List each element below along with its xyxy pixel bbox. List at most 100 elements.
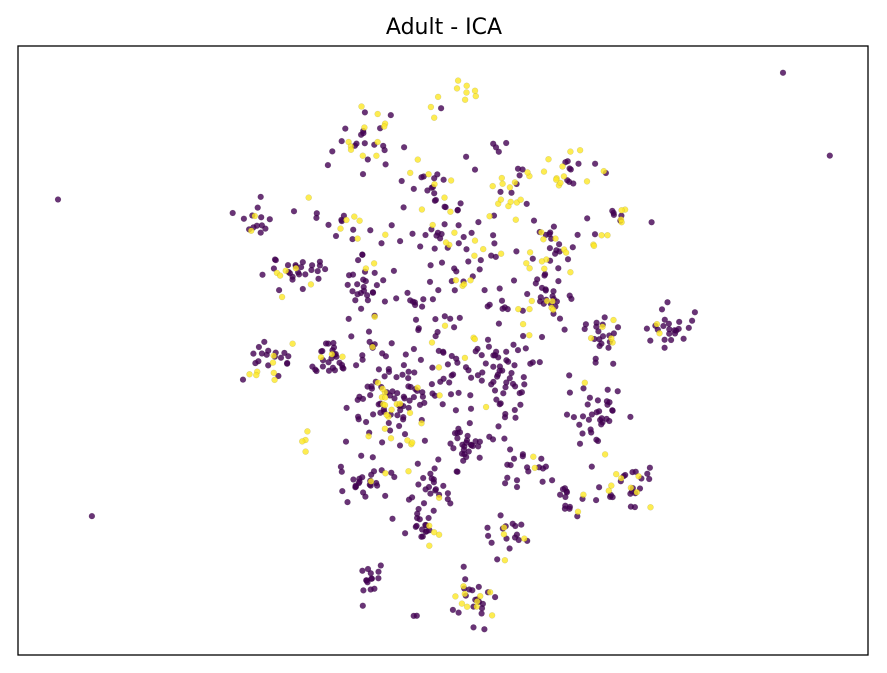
data-point-class-1 <box>373 152 380 160</box>
data-point-class-0 <box>583 215 591 222</box>
data-point-class-0 <box>420 295 427 303</box>
data-point-class-0 <box>595 483 603 491</box>
data-point-class-0 <box>497 188 504 196</box>
data-point-class-0 <box>369 411 377 418</box>
data-point-class-0 <box>491 352 499 359</box>
data-point-class-0 <box>476 438 484 445</box>
data-point-class-0 <box>284 261 292 269</box>
data-point-class-0 <box>500 390 507 397</box>
data-point-class-1 <box>367 478 375 485</box>
data-point-class-0 <box>257 214 265 221</box>
data-point-class-0 <box>431 465 438 472</box>
data-point-class-0 <box>360 587 367 594</box>
data-point-class-1 <box>473 598 481 605</box>
data-point-class-0 <box>465 258 472 265</box>
data-point-class-0 <box>564 177 571 184</box>
data-point-class-0 <box>492 253 500 261</box>
data-point-class-0 <box>604 386 611 393</box>
data-point-class-0 <box>441 221 448 228</box>
data-point-class-0 <box>434 171 441 178</box>
data-point-class-0 <box>447 391 455 398</box>
data-point-class-0 <box>364 565 372 573</box>
data-point-class-1 <box>406 169 414 177</box>
data-point-class-0 <box>609 360 617 368</box>
data-point-class-1 <box>519 320 527 328</box>
data-point-class-0 <box>413 522 420 530</box>
data-point-class-0 <box>368 383 375 390</box>
data-point-class-1 <box>427 103 435 111</box>
data-point-class-0 <box>507 461 514 469</box>
data-point-class-0 <box>510 455 518 463</box>
data-point-class-1 <box>435 364 443 371</box>
data-point-class-1 <box>405 467 412 475</box>
data-point-class-0 <box>502 139 510 147</box>
data-point-class-0 <box>361 139 369 147</box>
data-point-class-0 <box>485 343 493 350</box>
data-point-class-0 <box>415 481 422 488</box>
data-point-class-0 <box>469 587 476 594</box>
data-point-class-0 <box>362 418 370 426</box>
data-point-class-0 <box>470 624 477 631</box>
data-point-class-0 <box>343 404 350 412</box>
data-point-class-0 <box>338 361 346 369</box>
data-point-class-1 <box>605 487 613 494</box>
data-point-class-0 <box>570 413 578 421</box>
data-point-class-0 <box>392 295 400 302</box>
data-point-class-0 <box>576 421 583 429</box>
data-point-class-0 <box>491 240 498 247</box>
data-point-class-0 <box>514 346 522 354</box>
data-point-class-1 <box>441 194 448 201</box>
data-point-class-0 <box>429 390 436 397</box>
data-point-class-0 <box>402 351 410 358</box>
data-point-class-0 <box>561 326 568 333</box>
data-point-class-1 <box>590 242 598 250</box>
data-point-class-1 <box>604 231 611 239</box>
data-point-class-0 <box>412 316 420 324</box>
data-point-class-1 <box>463 603 471 611</box>
data-point-class-0 <box>381 373 388 380</box>
data-point-class-0 <box>416 516 424 523</box>
data-point-class-1 <box>362 265 370 272</box>
data-point-class-1 <box>359 152 367 159</box>
data-point-class-0 <box>252 359 259 367</box>
data-point-class-1 <box>506 184 514 191</box>
data-point-class-0 <box>360 129 367 137</box>
data-point-class-1 <box>447 177 455 184</box>
data-point-class-0 <box>455 222 462 229</box>
data-point-class-0 <box>254 204 261 211</box>
data-point-class-0 <box>350 476 357 483</box>
data-point-class-0 <box>281 349 288 357</box>
data-point-class-0 <box>419 393 427 400</box>
data-point-class-1 <box>501 556 509 564</box>
data-point-class-0 <box>523 290 531 298</box>
data-point-class-0 <box>495 423 502 430</box>
data-point-class-0 <box>627 413 634 421</box>
data-point-class-1 <box>583 178 591 185</box>
data-point-class-0 <box>496 367 503 375</box>
data-point-class-1 <box>441 322 449 329</box>
data-point-class-0 <box>359 395 367 403</box>
data-point-class-1 <box>463 82 470 90</box>
data-point-class-0 <box>691 309 699 316</box>
data-point-class-0 <box>367 227 374 234</box>
data-point-class-1 <box>414 156 422 163</box>
data-point-class-0 <box>481 626 488 633</box>
data-point-class-1 <box>387 435 395 442</box>
data-point-class-1 <box>463 89 470 96</box>
data-point-class-1 <box>486 212 493 220</box>
scatter-points <box>54 69 834 633</box>
data-point-class-0 <box>606 417 613 425</box>
data-point-class-1 <box>452 276 460 284</box>
data-point-class-0 <box>496 285 503 292</box>
data-point-class-0 <box>361 109 369 116</box>
data-point-class-0 <box>664 299 671 306</box>
data-point-class-1 <box>531 464 539 472</box>
data-point-class-0 <box>444 361 452 368</box>
data-point-class-0 <box>322 340 330 347</box>
data-point-class-0 <box>671 330 679 337</box>
data-point-class-0 <box>393 389 401 397</box>
data-point-class-0 <box>400 413 407 421</box>
data-point-class-1 <box>452 593 459 600</box>
data-point-class-0 <box>475 218 482 226</box>
data-point-class-1 <box>430 528 438 536</box>
